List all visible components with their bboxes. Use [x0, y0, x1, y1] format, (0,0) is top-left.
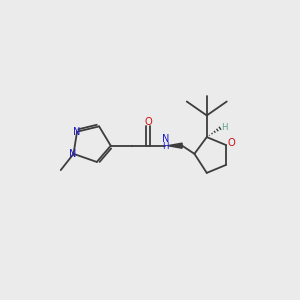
Text: N: N — [73, 127, 80, 137]
Text: N: N — [162, 134, 169, 144]
Text: H: H — [221, 123, 227, 132]
Text: O: O — [144, 117, 152, 127]
Text: H: H — [162, 142, 169, 151]
Text: O: O — [227, 138, 235, 148]
Text: N: N — [69, 149, 77, 159]
Polygon shape — [168, 143, 182, 148]
